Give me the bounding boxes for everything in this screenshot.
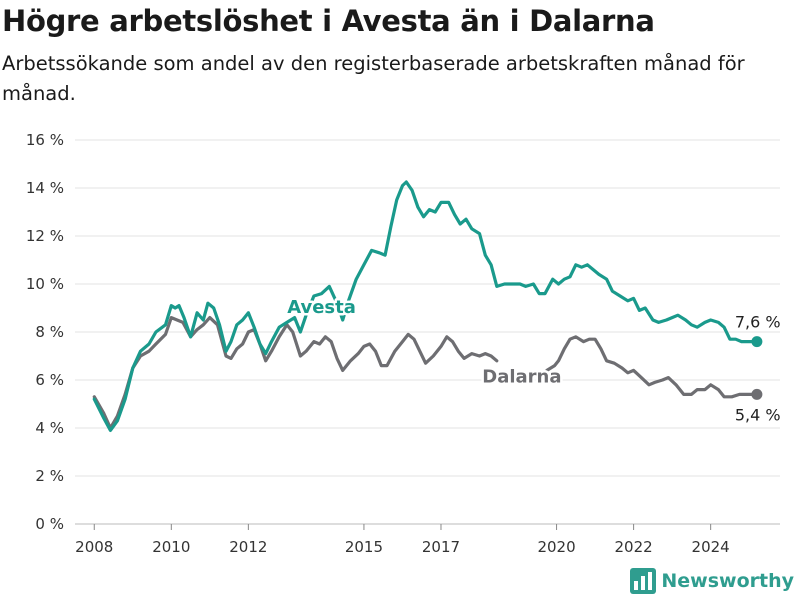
y-tick-label: 12 % [26,227,64,245]
page-subtitle: Arbetssökande som andel av den registerb… [2,52,745,105]
series-label-avesta: Avesta [287,297,356,318]
end-marker-avesta [751,336,763,348]
brand-name: Newsworthy [661,570,794,592]
x-tick-label: 2024 [692,538,730,556]
y-tick-label: 8 % [35,323,64,341]
end-marker-dalarna [751,388,763,400]
series-line-dalarna [92,316,759,430]
series-label-halo: Avesta [287,297,356,318]
brand: Newsworthy [630,568,794,594]
x-tick-label: 2015 [345,538,383,556]
y-tick-label: 14 % [26,179,64,197]
x-tick-label: 2010 [152,538,190,556]
newsworthy-logo-icon [630,568,657,594]
y-tick-label: 10 % [26,275,64,293]
series-line-avesta [92,180,759,432]
y-tick-label: 16 % [26,131,64,149]
page-title: Högre arbetslöshet i Avesta än i Dalarna [2,4,655,38]
x-tick-label: 2022 [615,538,653,556]
x-tick-label: 2008 [75,538,113,556]
y-tick-label: 4 % [35,419,64,437]
y-tick-label: 0 % [35,515,64,533]
end-label-avesta: 7,6 % [735,313,781,332]
y-tick-label: 6 % [35,371,64,389]
x-tick-label: 2020 [537,538,575,556]
x-tick-label: 2017 [422,538,460,556]
y-tick-label: 2 % [35,467,64,485]
x-tick-label: 2012 [229,538,267,556]
end-label-dalarna: 5,4 % [735,405,781,424]
series-label-dalarna: Dalarna [482,366,561,387]
series-label-halo: Dalarna [482,366,561,387]
